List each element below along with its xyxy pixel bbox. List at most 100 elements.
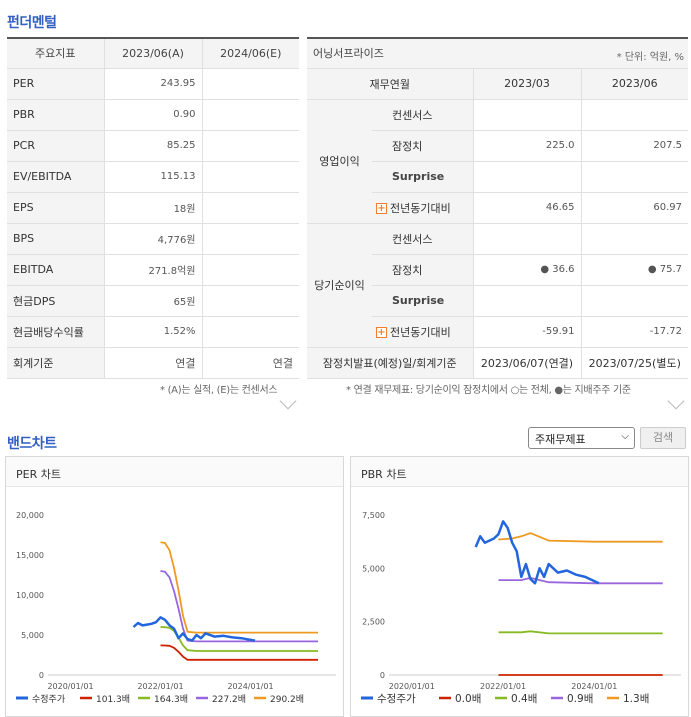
per-chart-svg: 0 5,000 10,000 15,000 20,000 2020/01/01 2022/0… xyxy=(16,511,336,705)
series-line xyxy=(474,520,600,585)
legend-label: 227.2배 xyxy=(212,694,246,705)
fund-row: PER 243.95 xyxy=(7,68,299,100)
fund-row-label: PCR xyxy=(7,130,104,162)
earn-row: Surprise xyxy=(307,285,689,317)
fund-row-label: EV/EBITDA xyxy=(7,161,104,193)
statement-select[interactable]: 주재무제표 ⌵ xyxy=(528,427,635,449)
legend-label: 164.3배 xyxy=(154,694,188,705)
fund-row-value-e xyxy=(201,161,299,193)
earn-row: + 전년동기대비 -59.91 -17.72 xyxy=(307,316,689,348)
expand-plus-icon[interactable]: + xyxy=(376,327,387,338)
earn-row: 당기순이익 컨센서스 xyxy=(307,223,689,348)
earn-row: + 전년동기대비 46.65 60.97 xyxy=(307,192,689,224)
x-tick-label: 2022/01/01 xyxy=(480,682,526,691)
earn-row-v2: 207.5 xyxy=(580,130,689,162)
earn-row-v1: -59.91 xyxy=(472,316,581,348)
fund-row-value-a: 0.90 xyxy=(103,99,202,131)
series-line xyxy=(160,644,318,661)
fund-row: EV/EBITDA 115.13 xyxy=(7,161,299,193)
fund-row-label: 현금배당수익률 xyxy=(7,316,104,348)
expand-plus-icon[interactable]: + xyxy=(376,203,387,214)
fund-row: EPS 18원 xyxy=(7,192,299,224)
fund-row: PCR 85.25 xyxy=(7,130,299,162)
fund-row-value-a: 1.52% xyxy=(103,316,202,348)
series-line xyxy=(498,577,663,585)
per-chart-title: PER 차트 xyxy=(6,457,343,487)
fund-row-value-a: 18원 xyxy=(103,192,202,224)
fund-header-0: 주요지표 xyxy=(7,37,104,69)
earn-row-label: 잠정치 xyxy=(372,254,473,286)
x-tick-label: 2024/01/01 xyxy=(571,682,617,691)
fund-row-value-e xyxy=(201,316,299,348)
fund-row-value-a: 243.95 xyxy=(103,68,202,100)
fund-row-label: PER xyxy=(7,68,104,100)
fund-row-value-e xyxy=(201,192,299,224)
x-tick-label: 2020/01/01 xyxy=(47,682,93,691)
earnings-unit: * 단위: 억원, % xyxy=(616,52,685,63)
fund-row-label: BPS xyxy=(7,223,104,255)
fund-row-label: EPS xyxy=(7,192,104,224)
fund-row-value-e xyxy=(201,130,299,162)
earn-row-label: 컨센서스 xyxy=(372,99,473,131)
earn-row-v2: ● 75.7 xyxy=(580,254,689,286)
earn-header-1: 2023/03 xyxy=(472,68,581,100)
chevron-down-icon[interactable] xyxy=(279,392,297,410)
fund-row: 회계기준 연결 연결 xyxy=(7,347,299,379)
earn-footer-label: 잠정치발표(예정)일/회계기준 xyxy=(307,347,473,379)
fundamental-note: * (A)는 실적, (E)는 컨센서스 xyxy=(160,385,278,396)
earn-row-label[interactable]: + 전년동기대비 xyxy=(372,192,473,224)
search-button[interactable]: 검색 xyxy=(640,427,686,449)
legend-label: 101.3배 xyxy=(96,694,130,705)
band-title: 밴드차트 xyxy=(7,436,57,452)
fund-row-value-a: 4,776원 xyxy=(103,223,202,255)
earn-row-v2: 60.97 xyxy=(580,192,689,224)
fund-row-value-e xyxy=(201,223,299,255)
earn-row-v2 xyxy=(580,161,689,193)
earnings-company: 어닝서프라이즈 xyxy=(313,47,384,61)
earn-row-label-text: 전년동기대비 xyxy=(390,201,451,215)
earn-row-label-text: 잠정치 xyxy=(392,139,423,153)
fund-row-label: 현금DPS xyxy=(7,285,104,317)
fundamental-title: 펀더멘털 xyxy=(7,15,57,31)
legend-label: 290.2배 xyxy=(270,694,304,705)
earn-header-0: 재무연월 xyxy=(307,68,473,100)
earn-row: 잠정치 ● 36.6 ● 75.7 xyxy=(307,254,689,286)
earn-header-2: 2023/06 xyxy=(580,68,689,100)
pbr-chart-title: PBR 차트 xyxy=(351,457,688,487)
earn-row-v1 xyxy=(472,99,581,131)
fund-row-value-e xyxy=(201,254,299,286)
fund-row-value-e xyxy=(201,68,299,100)
legend-label: 0.4배 xyxy=(511,693,537,705)
earn-row-label-text: Surprise xyxy=(392,170,445,183)
fund-row: 현금배당수익률 1.52% xyxy=(7,316,299,348)
earn-row: 잠정치 225.0 207.5 xyxy=(307,130,689,162)
fund-row-value-a: 65원 xyxy=(103,285,202,317)
per-chart: PER 차트 0 5,000 10,000 15,000 20,000 2020/01/0… xyxy=(5,456,344,717)
fund-row-label: EBITDA xyxy=(7,254,104,286)
earn-footer-v1: 2023/06/07(연결) xyxy=(472,347,581,379)
y-tick-label: 2,500 xyxy=(362,618,385,627)
earn-row-label[interactable]: + 전년동기대비 xyxy=(372,316,473,348)
pbr-chart: PBR 차트 0 2,500 5,000 7,500 2020/01/01 2022/01… xyxy=(350,456,689,717)
fund-row: 현금DPS 65원 xyxy=(7,285,299,317)
y-tick-label: 15,000 xyxy=(16,551,44,560)
earn-row-v1 xyxy=(472,161,581,193)
legend-label: 수정주가 xyxy=(377,693,416,705)
earnings-table: 어닝서프라이즈 * 단위: 억원, % 재무연월 2023/03 2023/06… xyxy=(307,37,689,379)
fund-row-value-a: 85.25 xyxy=(103,130,202,162)
fund-header-1: 2023/06(A) xyxy=(103,37,202,69)
fund-row: PBR 0.90 xyxy=(7,99,299,131)
earn-group-label: 당기순이익 xyxy=(307,223,372,348)
earn-row-v1 xyxy=(472,223,581,255)
earnings-note: * 연결 재무제표: 당기순이익 잠정치에서 ○는 전체, ●는 지배주주 기준 xyxy=(346,385,631,396)
legend-label: 0.0배 xyxy=(455,693,481,705)
y-tick-label: 20,000 xyxy=(16,511,44,520)
earn-row-label: Surprise xyxy=(372,285,473,317)
y-tick-label: 0 xyxy=(380,671,385,680)
pbr-chart-svg: 0 2,500 5,000 7,500 2020/01/01 2022/01/01 2024… xyxy=(361,511,681,705)
chevron-down-icon[interactable] xyxy=(667,392,685,410)
earn-row-label-text: Surprise xyxy=(392,294,445,307)
chevron-down-icon: ⌵ xyxy=(621,431,629,442)
legend-label: 1.3배 xyxy=(623,693,649,705)
y-tick-label: 5,000 xyxy=(362,564,385,573)
